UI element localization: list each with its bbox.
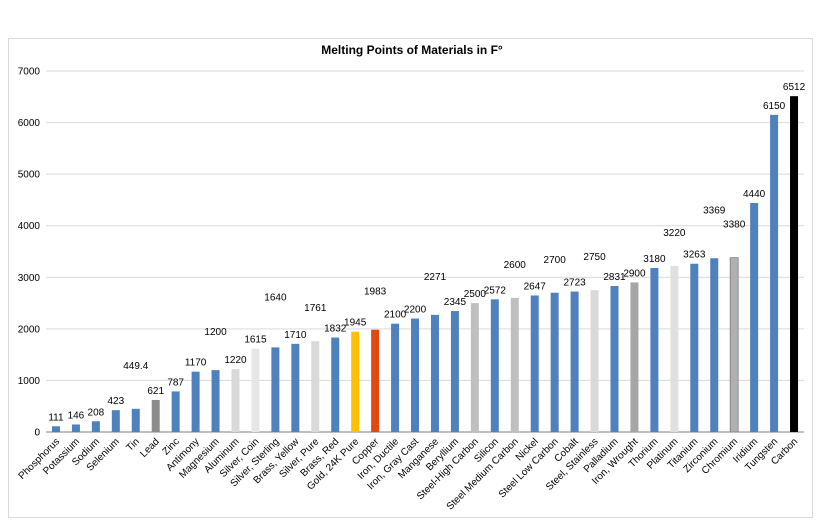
bar bbox=[271, 347, 280, 432]
chart-frame: Melting Points of Materials in F° 0 1000 2… bbox=[8, 38, 813, 518]
data-label: 2647 bbox=[524, 281, 547, 292]
y-tick-label: 4000 bbox=[18, 221, 41, 232]
bar bbox=[151, 399, 160, 432]
bars bbox=[51, 96, 799, 433]
bar bbox=[790, 96, 799, 432]
y-tick-label: 5000 bbox=[18, 170, 41, 181]
data-label: 4440 bbox=[743, 189, 766, 200]
bar bbox=[650, 268, 659, 432]
bar bbox=[710, 258, 719, 432]
data-label: 2345 bbox=[444, 297, 467, 308]
y-tick-label: 6000 bbox=[18, 118, 41, 129]
bar bbox=[411, 318, 420, 432]
bar bbox=[470, 303, 479, 432]
data-label: 787 bbox=[167, 377, 184, 388]
data-label: 2700 bbox=[544, 255, 567, 266]
bar bbox=[311, 341, 320, 432]
data-label: 1832 bbox=[324, 324, 347, 335]
data-label: 2600 bbox=[504, 260, 527, 271]
bar bbox=[91, 421, 100, 432]
bar bbox=[391, 323, 400, 432]
y-axis-ticks: 0 1000 2000 3000 4000 5000 6000 7000 bbox=[18, 67, 41, 439]
data-label: 1761 bbox=[304, 303, 327, 314]
y-tick-label: 7000 bbox=[18, 67, 41, 78]
bar bbox=[430, 314, 439, 432]
data-label: 111 bbox=[48, 412, 64, 423]
data-label: 3380 bbox=[723, 220, 746, 231]
bar bbox=[231, 369, 240, 432]
data-label: 449.4 bbox=[123, 361, 148, 372]
bar bbox=[51, 426, 60, 432]
y-tick-label: 1000 bbox=[18, 376, 41, 387]
bar bbox=[590, 290, 599, 432]
bar bbox=[171, 391, 180, 432]
data-label: 2831 bbox=[603, 272, 626, 283]
bar bbox=[770, 114, 779, 432]
bar bbox=[71, 424, 80, 432]
data-label: 621 bbox=[147, 386, 164, 397]
bar bbox=[490, 299, 499, 432]
bar bbox=[670, 265, 679, 432]
bar bbox=[111, 410, 120, 432]
data-label: 2271 bbox=[424, 272, 447, 283]
data-label: 1615 bbox=[244, 335, 267, 346]
data-label: 2572 bbox=[484, 285, 507, 296]
bar bbox=[610, 286, 619, 432]
data-label: 3180 bbox=[643, 254, 666, 265]
y-tick-label: 0 bbox=[34, 428, 40, 439]
data-label: 1710 bbox=[284, 330, 307, 341]
data-label: 1170 bbox=[185, 358, 207, 369]
bar bbox=[291, 343, 300, 432]
bar bbox=[530, 295, 539, 432]
data-label: 1640 bbox=[264, 292, 287, 303]
x-tick-label: Lead bbox=[138, 436, 162, 460]
bar bbox=[510, 297, 519, 432]
bar-chart: Melting Points of Materials in F° 0 1000 2… bbox=[17, 43, 806, 513]
data-label: 6512 bbox=[783, 82, 806, 93]
data-label: 3263 bbox=[683, 250, 706, 261]
bar bbox=[371, 329, 380, 432]
data-label: 2900 bbox=[623, 268, 646, 279]
bar bbox=[131, 408, 140, 432]
data-label: 2500 bbox=[464, 289, 487, 300]
bar bbox=[191, 371, 200, 432]
data-label: 1220 bbox=[224, 355, 247, 366]
gridlines bbox=[46, 70, 804, 433]
chart-title: Melting Points of Materials in F° bbox=[321, 43, 503, 57]
bar bbox=[211, 370, 220, 432]
bar bbox=[450, 311, 459, 432]
bar bbox=[251, 348, 260, 432]
bar bbox=[331, 337, 340, 432]
data-label: 3369 bbox=[703, 205, 726, 216]
data-label: 1945 bbox=[344, 318, 367, 329]
data-label: 146 bbox=[68, 410, 85, 421]
bar bbox=[351, 331, 360, 432]
data-label: 2200 bbox=[404, 305, 427, 316]
data-label: 1200 bbox=[204, 327, 227, 338]
data-label: 1983 bbox=[364, 287, 387, 298]
bar bbox=[570, 291, 579, 432]
bar bbox=[690, 263, 699, 432]
y-tick-label: 2000 bbox=[18, 324, 41, 335]
y-tick-label: 3000 bbox=[18, 273, 41, 284]
data-label: 208 bbox=[88, 407, 105, 418]
data-label: 2100 bbox=[384, 310, 407, 321]
bar bbox=[729, 257, 739, 433]
bar bbox=[630, 282, 639, 432]
data-label: 3220 bbox=[663, 228, 686, 239]
data-label: 423 bbox=[107, 396, 124, 407]
bar bbox=[550, 292, 559, 432]
data-label: 2750 bbox=[583, 252, 606, 263]
data-label: 6150 bbox=[763, 101, 786, 112]
data-label: 2723 bbox=[563, 278, 586, 289]
bar bbox=[750, 203, 759, 432]
